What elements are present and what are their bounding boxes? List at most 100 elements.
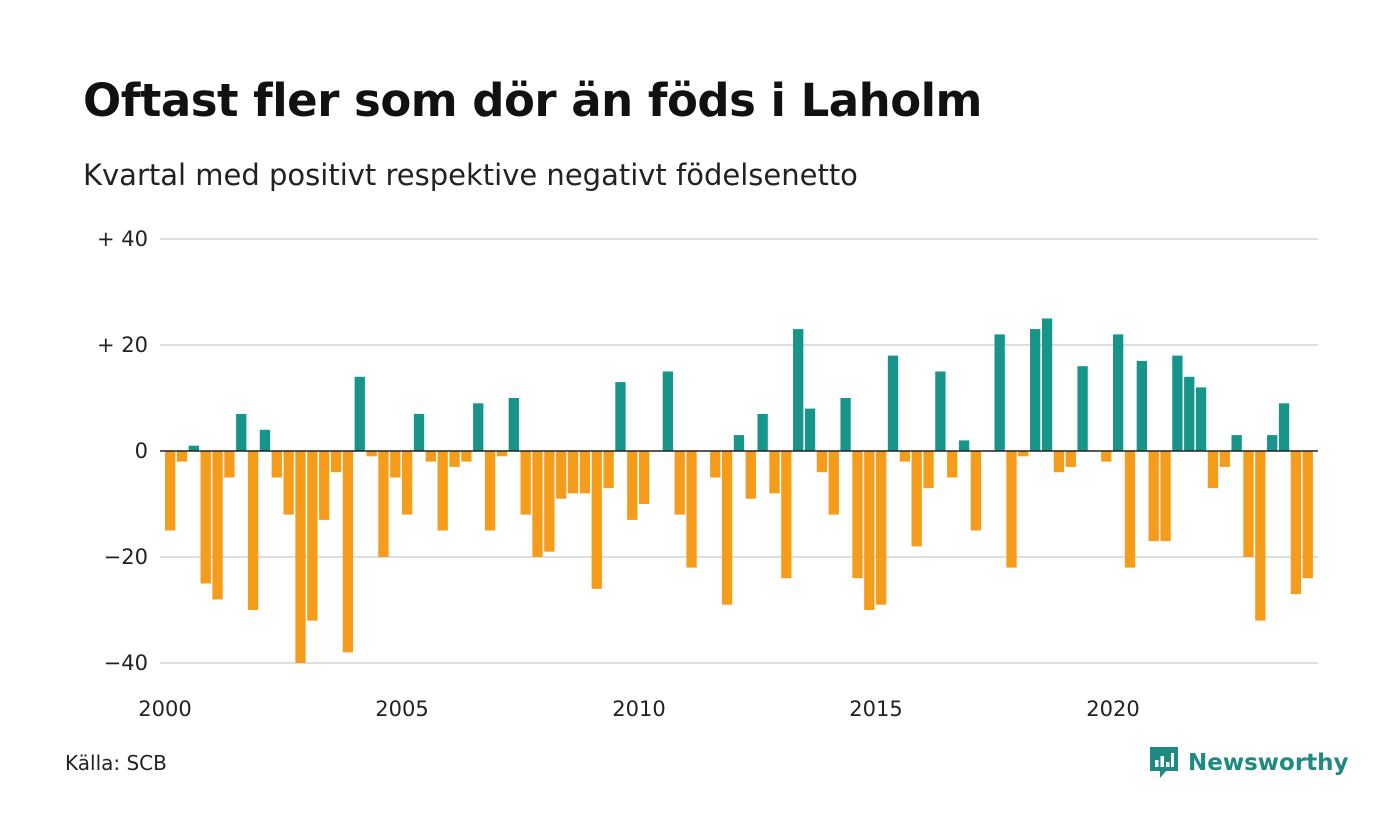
bar-2017-k1 xyxy=(970,451,982,531)
bar-2004-k3 xyxy=(378,451,389,557)
bar-2008-k2 xyxy=(556,451,567,499)
bar-2023-k1 xyxy=(1255,451,1266,621)
brand-logo: Newsworthy xyxy=(1148,745,1349,781)
bar-2005-k2 xyxy=(413,413,425,451)
bar-2021-k4 xyxy=(1195,387,1207,451)
y-tick-label: 0 xyxy=(135,439,148,463)
bar-2010-k1 xyxy=(639,451,650,504)
bar-2018-k2 xyxy=(1030,329,1041,451)
bar-2004-k2 xyxy=(366,451,377,457)
bar-2023-k3 xyxy=(1278,403,1290,451)
bar-2004-k4 xyxy=(390,451,401,478)
bar-2020-k4 xyxy=(1148,451,1159,542)
bar-2022-k4 xyxy=(1243,451,1254,557)
bar-2014-k3 xyxy=(852,451,863,579)
bar-2006-k4 xyxy=(484,451,496,531)
bar-2020-k2 xyxy=(1124,451,1136,568)
bar-2003-k2 xyxy=(319,451,330,520)
bar-2009-k1 xyxy=(591,451,602,589)
bar-2015-k1 xyxy=(876,451,887,605)
bar-2012-k3 xyxy=(757,413,768,451)
bars xyxy=(165,318,1313,663)
bar-2009-k3 xyxy=(615,382,626,451)
bar-2000-k4 xyxy=(200,451,211,584)
bar-2018-k4 xyxy=(1053,451,1065,473)
bar-2011-k1 xyxy=(686,451,697,568)
bar-2009-k4 xyxy=(627,451,638,520)
bar-2007-k2 xyxy=(508,398,519,451)
bar-2004-k1 xyxy=(354,376,365,451)
x-tick-label: 2020 xyxy=(1086,697,1139,721)
bar-2002-k2 xyxy=(271,451,282,478)
bar-2001-k1 xyxy=(212,451,223,600)
bar-2013-k3 xyxy=(804,408,816,451)
bar-2021-k1 xyxy=(1160,451,1171,542)
x-tick-label: 2010 xyxy=(612,697,665,721)
bar-2007-k3 xyxy=(520,451,531,515)
newsworthy-logo-icon xyxy=(1150,747,1178,778)
bar-2011-k3 xyxy=(710,451,721,478)
bar-2001-k3 xyxy=(236,413,247,451)
bar-2012-k4 xyxy=(769,451,780,494)
bar-2020-k1 xyxy=(1113,334,1124,451)
bar-2011-k4 xyxy=(721,451,733,605)
bar-2002-k1 xyxy=(259,429,271,451)
x-tick-label: 2005 xyxy=(375,697,428,721)
bar-2018-k1 xyxy=(1018,451,1029,457)
bar-2022-k2 xyxy=(1219,451,1230,467)
bar-2022-k1 xyxy=(1207,451,1219,489)
bar-2008-k3 xyxy=(567,451,579,494)
bar-2018-k3 xyxy=(1041,318,1053,451)
bar-2003-k1 xyxy=(307,451,318,621)
bar-2022-k3 xyxy=(1231,435,1242,451)
bar-2020-k3 xyxy=(1136,360,1147,451)
source-note: Källa: SCB xyxy=(65,751,167,775)
bar-2015-k4 xyxy=(911,451,922,547)
bar-2016-k4 xyxy=(958,440,970,451)
bar-2021-k3 xyxy=(1184,376,1195,451)
bar-2016-k1 xyxy=(923,451,934,489)
bar-2017-k4 xyxy=(1006,451,1017,568)
bar-2007-k1 xyxy=(496,451,508,457)
bar-2005-k3 xyxy=(425,451,436,462)
x-tick-label: 2015 xyxy=(849,697,902,721)
bar-2002-k4 xyxy=(295,451,306,663)
bar-2006-k1 xyxy=(449,451,460,467)
bar-2001-k2 xyxy=(224,451,235,478)
chart-subtitle: Kvartal med positivt respektive negativt… xyxy=(83,158,858,192)
bar-2016-k2 xyxy=(935,371,946,451)
bar-2015-k2 xyxy=(887,355,899,451)
bar-2000-k3 xyxy=(188,445,199,451)
bar-2003-k3 xyxy=(330,451,342,473)
bar-2010-k3 xyxy=(662,371,673,451)
bar-2000-k1 xyxy=(165,451,176,531)
bar-2010-k4 xyxy=(674,451,685,515)
bar-2017-k3 xyxy=(994,334,1005,451)
bar-2013-k4 xyxy=(816,451,828,473)
bar-2013-k2 xyxy=(793,329,804,451)
bar-2023-k2 xyxy=(1267,435,1278,451)
bar-2023-k4 xyxy=(1290,451,1302,595)
bar-2006-k3 xyxy=(473,403,484,451)
bar-2024-k1 xyxy=(1302,451,1313,579)
bar-2019-k2 xyxy=(1077,366,1088,451)
bar-2001-k4 xyxy=(247,451,259,610)
bar-2002-k3 xyxy=(283,451,294,515)
bar-2021-k2 xyxy=(1172,355,1183,451)
y-tick-label: + 20 xyxy=(97,333,148,357)
bar-2013-k1 xyxy=(781,451,792,579)
y-tick-label: −40 xyxy=(104,651,148,675)
x-tick-label: 2000 xyxy=(138,697,191,721)
bar-2014-k2 xyxy=(840,398,851,451)
bar-2005-k4 xyxy=(437,451,448,531)
bar-2015-k3 xyxy=(899,451,910,462)
bar-2016-k3 xyxy=(947,451,958,478)
bar-2019-k4 xyxy=(1101,451,1112,462)
bar-2000-k2 xyxy=(176,451,188,462)
chart-title: Oftast fler som dör än föds i Laholm xyxy=(83,74,982,127)
y-tick-label: −20 xyxy=(104,545,148,569)
bar-2019-k1 xyxy=(1065,451,1076,467)
bar-2012-k1 xyxy=(733,435,745,451)
bar-2014-k1 xyxy=(828,451,839,515)
